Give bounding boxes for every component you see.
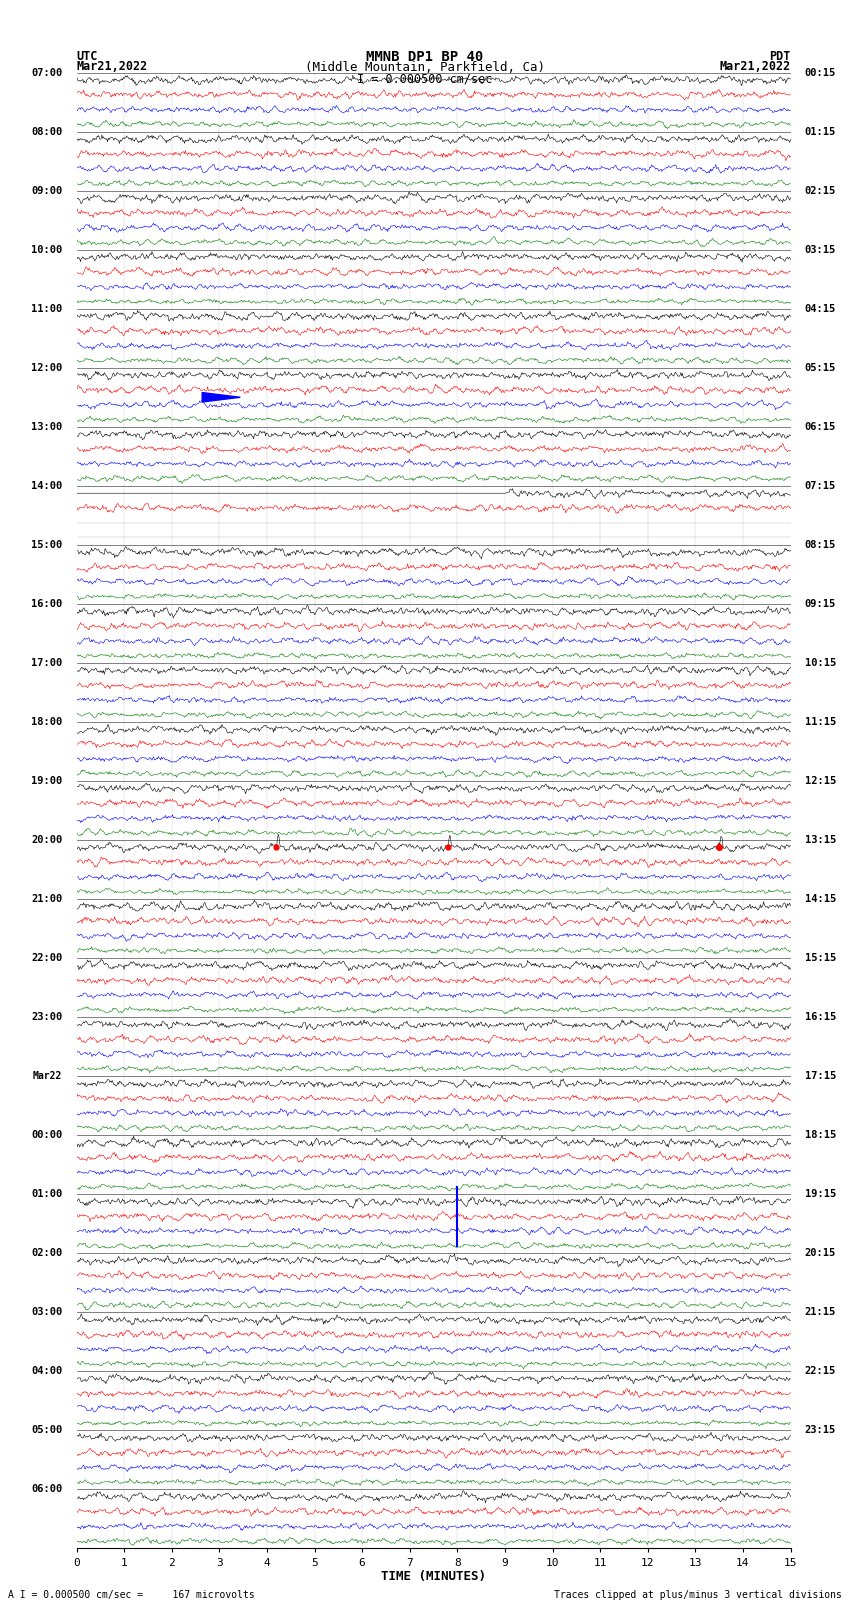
Text: 23:15: 23:15 — [805, 1426, 836, 1436]
Text: 17:00: 17:00 — [31, 658, 62, 668]
Text: I = 0.000500 cm/sec: I = 0.000500 cm/sec — [357, 73, 493, 85]
Text: 14:15: 14:15 — [805, 894, 836, 903]
Text: 02:15: 02:15 — [805, 185, 836, 195]
Text: 23:00: 23:00 — [31, 1013, 62, 1023]
Text: 02:00: 02:00 — [31, 1248, 62, 1258]
Text: 15:15: 15:15 — [805, 953, 836, 963]
Text: 14:00: 14:00 — [31, 481, 62, 490]
Text: UTC: UTC — [76, 50, 98, 63]
Text: 16:15: 16:15 — [805, 1013, 836, 1023]
Text: 07:15: 07:15 — [805, 481, 836, 490]
Text: 15:00: 15:00 — [31, 540, 62, 550]
Text: 05:00: 05:00 — [31, 1426, 62, 1436]
Text: 09:15: 09:15 — [805, 598, 836, 608]
Text: Mar21,2022: Mar21,2022 — [76, 60, 148, 73]
Text: 09:00: 09:00 — [31, 185, 62, 195]
Text: MMNB DP1 BP 40: MMNB DP1 BP 40 — [366, 50, 484, 65]
Text: 18:15: 18:15 — [805, 1131, 836, 1140]
Text: 06:00: 06:00 — [31, 1484, 62, 1494]
Text: 03:00: 03:00 — [31, 1308, 62, 1318]
Text: Mar21,2022: Mar21,2022 — [719, 60, 791, 73]
Text: 10:00: 10:00 — [31, 245, 62, 255]
Text: A I = 0.000500 cm/sec =     167 microvolts: A I = 0.000500 cm/sec = 167 microvolts — [8, 1590, 255, 1600]
Text: 01:15: 01:15 — [805, 127, 836, 137]
Text: 00:15: 00:15 — [805, 68, 836, 77]
Text: 04:15: 04:15 — [805, 303, 836, 313]
Text: 05:15: 05:15 — [805, 363, 836, 373]
Text: 16:00: 16:00 — [31, 598, 62, 608]
Text: 17:15: 17:15 — [805, 1071, 836, 1081]
Text: 08:00: 08:00 — [31, 127, 62, 137]
Text: 19:15: 19:15 — [805, 1189, 836, 1198]
Text: 19:00: 19:00 — [31, 776, 62, 786]
Polygon shape — [202, 392, 241, 402]
Text: 00:00: 00:00 — [31, 1131, 62, 1140]
Text: 20:00: 20:00 — [31, 836, 62, 845]
Text: 01:00: 01:00 — [31, 1189, 62, 1198]
Text: 20:15: 20:15 — [805, 1248, 836, 1258]
Text: 18:00: 18:00 — [31, 718, 62, 727]
Text: 11:00: 11:00 — [31, 303, 62, 313]
Text: 21:00: 21:00 — [31, 894, 62, 903]
Text: 11:15: 11:15 — [805, 718, 836, 727]
Text: 04:00: 04:00 — [31, 1366, 62, 1376]
Text: Mar22: Mar22 — [33, 1071, 62, 1081]
Text: 08:15: 08:15 — [805, 540, 836, 550]
Text: 22:00: 22:00 — [31, 953, 62, 963]
Text: 10:15: 10:15 — [805, 658, 836, 668]
Text: 13:15: 13:15 — [805, 836, 836, 845]
Text: 22:15: 22:15 — [805, 1366, 836, 1376]
Text: 03:15: 03:15 — [805, 245, 836, 255]
Text: 07:00: 07:00 — [31, 68, 62, 77]
Text: 13:00: 13:00 — [31, 423, 62, 432]
Text: 06:15: 06:15 — [805, 423, 836, 432]
Text: Traces clipped at plus/minus 3 vertical divisions: Traces clipped at plus/minus 3 vertical … — [553, 1590, 842, 1600]
Text: 12:00: 12:00 — [31, 363, 62, 373]
X-axis label: TIME (MINUTES): TIME (MINUTES) — [381, 1571, 486, 1584]
Text: PDT: PDT — [769, 50, 790, 63]
Text: 21:15: 21:15 — [805, 1308, 836, 1318]
Text: (Middle Mountain, Parkfield, Ca): (Middle Mountain, Parkfield, Ca) — [305, 61, 545, 74]
Text: 12:15: 12:15 — [805, 776, 836, 786]
